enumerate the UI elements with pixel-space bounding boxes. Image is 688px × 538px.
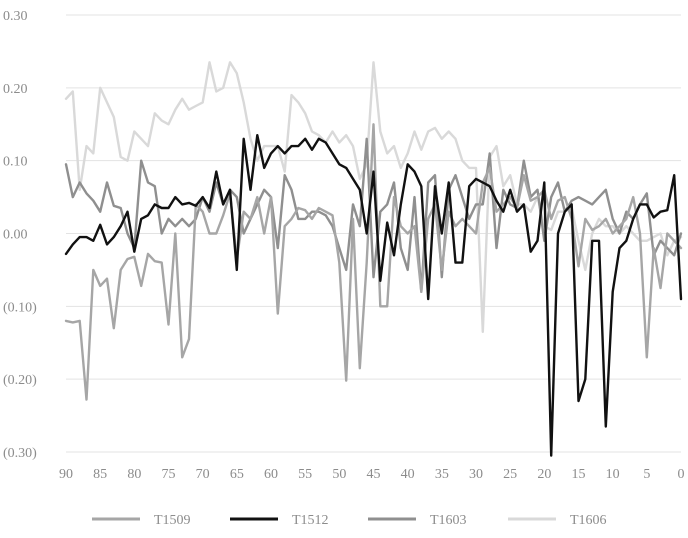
x-tick-label: 90 — [59, 467, 73, 482]
y-tick-label: (0.10) — [3, 300, 37, 315]
x-tick-label: 5 — [643, 467, 650, 482]
x-tick-label: 60 — [264, 467, 278, 482]
y-tick-label: 0.00 — [3, 228, 28, 243]
series-lines — [64, 61, 683, 457]
x-tick-label: 85 — [93, 467, 107, 482]
legend-label-t1606: T1606 — [570, 513, 607, 528]
x-tick-label: 35 — [435, 467, 449, 482]
x-tick-label: 10 — [606, 467, 620, 482]
legend: T1509 T1512 T1603 T1606 — [92, 513, 607, 528]
x-tick-label: 30 — [469, 467, 483, 482]
legend-label-t1509: T1509 — [154, 513, 191, 528]
series-line-t1606 — [64, 61, 683, 333]
x-tick-label: 45 — [367, 467, 381, 482]
x-tick-label: 55 — [298, 467, 312, 482]
legend-label-t1512: T1512 — [292, 513, 329, 528]
x-tick-label: 0 — [678, 467, 685, 482]
x-tick-label: 50 — [332, 467, 346, 482]
series-line-t1603 — [64, 137, 683, 293]
y-tick-label: 0.30 — [3, 9, 28, 24]
y-axis-tick-labels: 0.30 0.20 0.10 0.00 (0.10) (0.20) (0.30) — [3, 9, 37, 461]
gridlines — [66, 14, 681, 453]
x-tick-label: 65 — [230, 467, 244, 482]
x-tick-label: 20 — [537, 467, 551, 482]
y-tick-label: 0.20 — [3, 82, 28, 97]
y-tick-label: (0.20) — [3, 373, 37, 388]
x-tick-label: 70 — [196, 467, 210, 482]
x-tick-label: 80 — [127, 467, 141, 482]
legend-label-t1603: T1603 — [430, 513, 467, 528]
x-axis-tick-labels: 90 85 80 75 70 65 60 55 50 45 40 35 30 25 20 15 10 5 0 — [59, 467, 685, 482]
series-line-t1512 — [64, 133, 683, 457]
y-tick-label: 0.10 — [3, 155, 28, 170]
x-tick-label: 25 — [503, 467, 517, 482]
x-tick-label: 40 — [401, 467, 415, 482]
x-tick-label: 75 — [162, 467, 176, 482]
y-tick-label: (0.30) — [3, 446, 37, 461]
x-tick-label: 15 — [572, 467, 586, 482]
series-line-t1509 — [64, 123, 683, 401]
